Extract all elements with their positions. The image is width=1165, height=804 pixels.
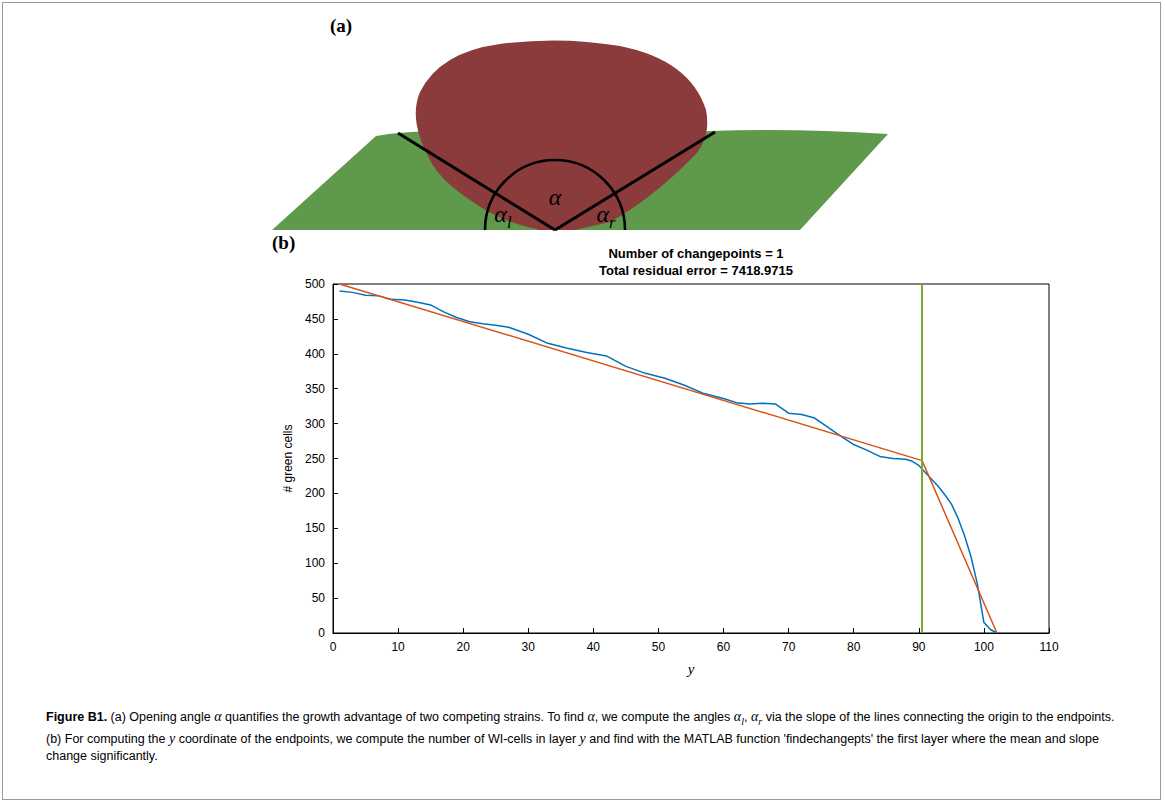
svg-text:200: 200 [305,486,325,500]
svg-text:300: 300 [305,417,325,431]
svg-text:110: 110 [1039,640,1058,654]
svg-text:80: 80 [847,640,861,654]
svg-text:60: 60 [717,640,731,654]
svg-text:30: 30 [522,640,536,654]
svg-text:αl: αl [494,201,512,232]
svg-text:# green cells: # green cells [281,424,295,492]
svg-text:100: 100 [305,556,325,570]
svg-text:90: 90 [912,640,926,654]
svg-text:0: 0 [330,640,337,654]
svg-text:αr: αr [596,201,616,232]
html-text:Figure B1. (a) Opening angle α: Figure B1. (a) Opening angle α quantifie… [46,709,1115,763]
svg-text:500: 500 [305,277,325,291]
svg-text:150: 150 [305,521,325,535]
svg-text:50: 50 [652,640,666,654]
svg-text:20: 20 [457,640,471,654]
svg-text:400: 400 [305,347,325,361]
svg-text:10: 10 [391,640,405,654]
svg-text:450: 450 [305,312,325,326]
svg-text:Total residual error = 7418.97: Total residual error = 7418.9715 [599,263,793,278]
svg-text:Number of changepoints = 1: Number of changepoints = 1 [608,246,783,261]
svg-text:(a): (a) [330,15,352,37]
svg-text:0: 0 [318,626,325,640]
svg-text:250: 250 [305,452,325,466]
svg-text:40: 40 [587,640,601,654]
svg-text:50: 50 [312,591,326,605]
svg-text:100: 100 [974,640,994,654]
svg-text:350: 350 [305,382,325,396]
svg-text:y: y [686,661,695,677]
svg-text:70: 70 [782,640,796,654]
html-text:(b): (b) [272,232,296,253]
svg-text:α: α [549,184,562,210]
